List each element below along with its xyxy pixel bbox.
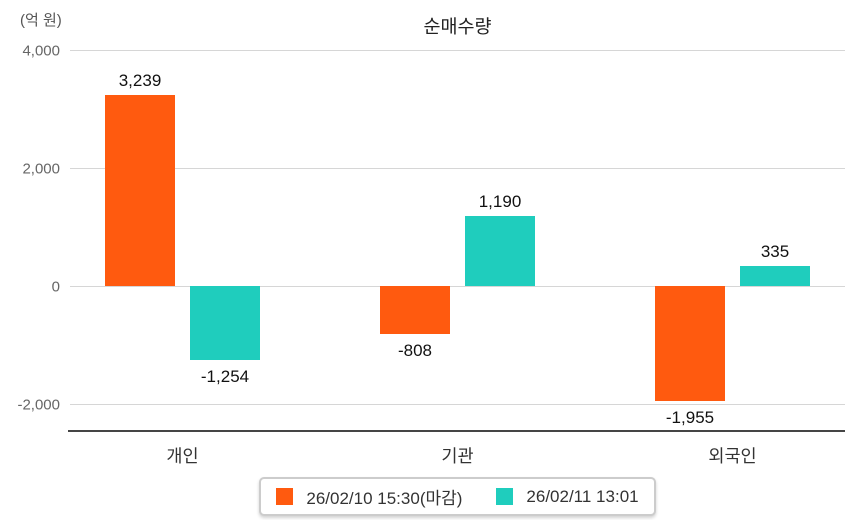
bar-series0-기관 (380, 286, 450, 334)
bar-series1-외국인 (740, 266, 810, 286)
legend-item-series0: 26/02/10 15:30(마감) (276, 484, 462, 509)
legend-swatch-orange-icon (276, 488, 294, 505)
y-tick-label-0: 0 (51, 278, 60, 295)
gridline-2000 (70, 168, 845, 169)
chart-title: 순매수량 (423, 16, 492, 37)
legend-label-series1: 26/02/11 13:01 (526, 486, 639, 506)
value-label-series1-기관: 1,190 (478, 191, 522, 211)
legend-swatch-teal-icon (496, 488, 514, 505)
gridline-4000 (70, 50, 845, 51)
value-label-series1-개인: -1,254 (200, 366, 250, 386)
y-tick-label-2000: 2,000 (22, 160, 60, 177)
value-label-series1-외국인: 335 (760, 242, 790, 262)
legend-item-series1: 26/02/11 13:01 (496, 486, 639, 507)
bar-series1-기관 (465, 215, 535, 286)
x-axis-line (68, 430, 845, 432)
bar-series0-개인 (105, 94, 175, 286)
category-label-기관: 기관 (441, 446, 474, 466)
y-tick-label--2000: -2,000 (17, 396, 60, 413)
gridline-0 (70, 286, 845, 287)
value-label-series0-외국인: -1,955 (665, 408, 715, 428)
value-label-series0-개인: 3,239 (118, 70, 162, 90)
gridline--2000 (70, 404, 845, 405)
value-label-series0-기관: -808 (397, 340, 433, 360)
legend-box: 26/02/10 15:30(마감) 26/02/11 13:01 (259, 477, 656, 516)
legend-label-series0: 26/02/10 15:30(마감) (306, 489, 463, 508)
legend: 26/02/10 15:30(마감) 26/02/11 13:01 (70, 477, 845, 516)
y-tick-label-4000: 4,000 (22, 42, 60, 59)
bar-series0-외국인 (655, 286, 725, 402)
bar-series1-개인 (190, 286, 260, 360)
category-label-개인: 개인 (166, 446, 199, 466)
category-label-외국인: 외국인 (708, 446, 757, 466)
y-axis-unit-label: (억 원) (20, 12, 62, 29)
